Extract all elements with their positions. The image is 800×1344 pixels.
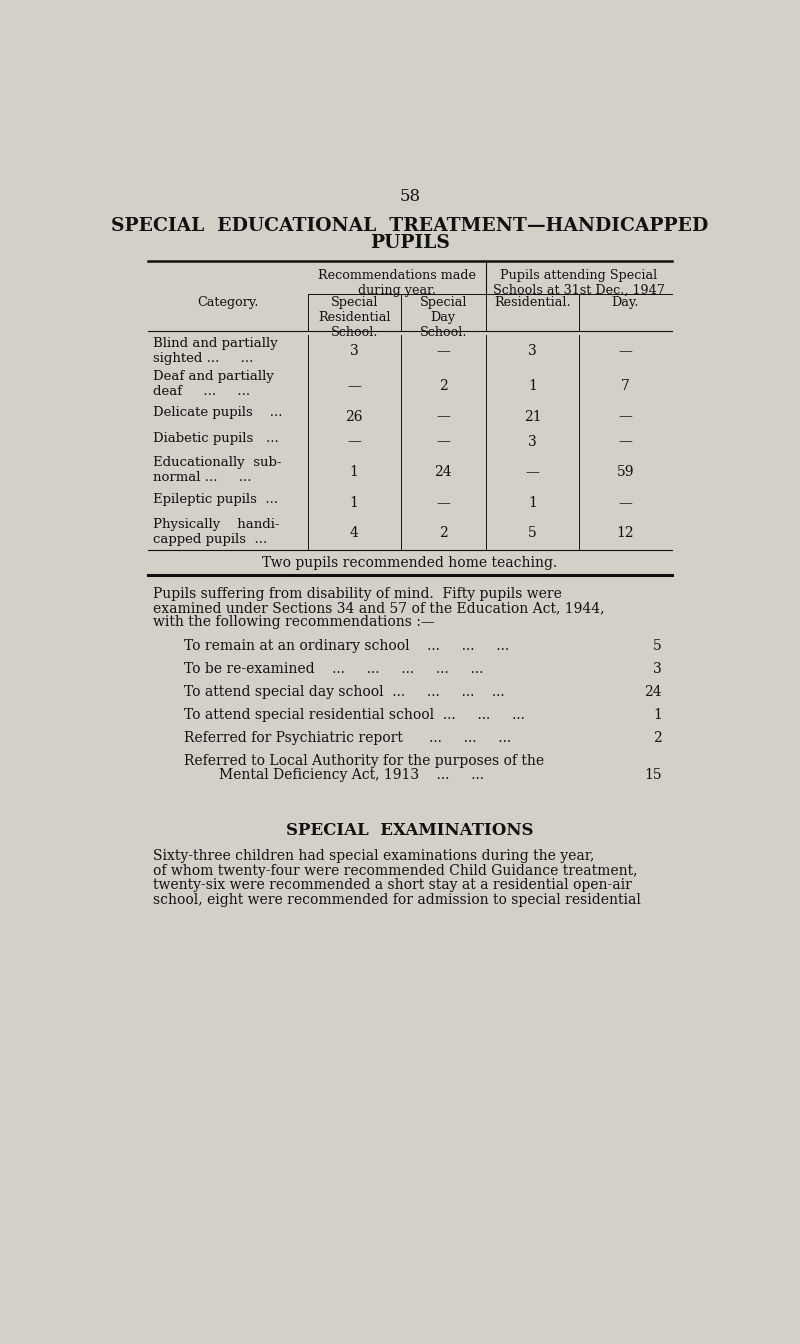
Text: 7: 7 bbox=[621, 379, 630, 392]
Text: —: — bbox=[436, 410, 450, 423]
Text: 15: 15 bbox=[644, 767, 662, 782]
Text: 1: 1 bbox=[653, 708, 662, 722]
Text: 3: 3 bbox=[350, 344, 358, 358]
Text: Referred to Local Authority for the purposes of the: Referred to Local Authority for the purp… bbox=[184, 754, 544, 769]
Text: —: — bbox=[436, 344, 450, 358]
Text: —: — bbox=[618, 410, 632, 423]
Text: 24: 24 bbox=[644, 685, 662, 699]
Text: Day.: Day. bbox=[612, 296, 639, 309]
Text: 2: 2 bbox=[439, 526, 448, 540]
Text: —: — bbox=[618, 496, 632, 511]
Text: Epileptic pupils  ...: Epileptic pupils ... bbox=[153, 493, 278, 507]
Text: 4: 4 bbox=[350, 526, 358, 540]
Text: twenty-six were recommended a short stay at a residential open-air: twenty-six were recommended a short stay… bbox=[153, 878, 631, 892]
Text: 24: 24 bbox=[434, 465, 452, 480]
Text: Special
Residential
School.: Special Residential School. bbox=[318, 296, 390, 339]
Text: Sixty-three children had special examinations during the year,: Sixty-three children had special examina… bbox=[153, 849, 594, 863]
Text: 3: 3 bbox=[653, 661, 662, 676]
Text: examined under Sections 34 and 57 of the Education Act, 1944,: examined under Sections 34 and 57 of the… bbox=[153, 601, 604, 616]
Text: Pupils attending Special
Schools at 31st Dec., 1947: Pupils attending Special Schools at 31st… bbox=[493, 269, 665, 297]
Text: PUPILS: PUPILS bbox=[370, 234, 450, 253]
Text: Pupils suffering from disability of mind.  Fifty pupils were: Pupils suffering from disability of mind… bbox=[153, 587, 562, 601]
Text: 12: 12 bbox=[617, 526, 634, 540]
Text: Category.: Category. bbox=[197, 296, 258, 309]
Text: —: — bbox=[526, 465, 539, 480]
Text: Delicate pupils    ...: Delicate pupils ... bbox=[153, 406, 282, 419]
Text: —: — bbox=[618, 344, 632, 358]
Text: 21: 21 bbox=[524, 410, 542, 423]
Text: Referred for Psychiatric report      ...     ...     ...: Referred for Psychiatric report ... ... … bbox=[184, 731, 511, 745]
Text: Special
Day
School.: Special Day School. bbox=[419, 296, 467, 339]
Text: To attend special residential school  ...     ...     ...: To attend special residential school ...… bbox=[184, 708, 525, 722]
Text: 2: 2 bbox=[439, 379, 448, 392]
Text: 2: 2 bbox=[653, 731, 662, 745]
Text: 3: 3 bbox=[528, 434, 537, 449]
Text: 1: 1 bbox=[350, 496, 358, 511]
Text: —: — bbox=[618, 434, 632, 449]
Text: 26: 26 bbox=[346, 410, 363, 423]
Text: with the following recommendations :—: with the following recommendations :— bbox=[153, 614, 434, 629]
Text: Deaf and partially
deaf     ...     ...: Deaf and partially deaf ... ... bbox=[153, 370, 274, 398]
Text: To be re-examined    ...     ...     ...     ...     ...: To be re-examined ... ... ... ... ... bbox=[184, 661, 483, 676]
Text: 3: 3 bbox=[528, 344, 537, 358]
Text: 58: 58 bbox=[399, 188, 421, 206]
Text: —: — bbox=[436, 496, 450, 511]
Text: —: — bbox=[347, 434, 361, 449]
Text: Recommendations made
during year.: Recommendations made during year. bbox=[318, 269, 476, 297]
Text: of whom twenty-four were recommended Child Guidance treatment,: of whom twenty-four were recommended Chi… bbox=[153, 864, 638, 878]
Text: Physically    handi-
capped pupils  ...: Physically handi- capped pupils ... bbox=[153, 517, 279, 546]
Text: —: — bbox=[436, 434, 450, 449]
Text: Two pupils recommended home teaching.: Two pupils recommended home teaching. bbox=[262, 556, 558, 570]
Text: Educationally  sub-
normal ...     ...: Educationally sub- normal ... ... bbox=[153, 456, 282, 484]
Text: 5: 5 bbox=[528, 526, 537, 540]
Text: 1: 1 bbox=[528, 379, 537, 392]
Text: SPECIAL  EDUCATIONAL  TREATMENT—HANDICAPPED: SPECIAL EDUCATIONAL TREATMENT—HANDICAPPE… bbox=[111, 216, 709, 235]
Text: SPECIAL  EXAMINATIONS: SPECIAL EXAMINATIONS bbox=[286, 823, 534, 839]
Text: Residential.: Residential. bbox=[494, 296, 570, 309]
Text: Blind and partially
sighted ...     ...: Blind and partially sighted ... ... bbox=[153, 337, 278, 364]
Text: 59: 59 bbox=[617, 465, 634, 480]
Text: 5: 5 bbox=[653, 638, 662, 653]
Text: 1: 1 bbox=[528, 496, 537, 511]
Text: Diabetic pupils   ...: Diabetic pupils ... bbox=[153, 431, 278, 445]
Text: To attend special day school  ...     ...     ...    ...: To attend special day school ... ... ...… bbox=[184, 685, 504, 699]
Text: —: — bbox=[347, 379, 361, 392]
Text: Mental Deficiency Act, 1913    ...     ...: Mental Deficiency Act, 1913 ... ... bbox=[184, 767, 484, 782]
Text: school, eight were recommended for admission to special residential: school, eight were recommended for admis… bbox=[153, 892, 641, 907]
Text: To remain at an ordinary school    ...     ...     ...: To remain at an ordinary school ... ... … bbox=[184, 638, 509, 653]
Text: 1: 1 bbox=[350, 465, 358, 480]
